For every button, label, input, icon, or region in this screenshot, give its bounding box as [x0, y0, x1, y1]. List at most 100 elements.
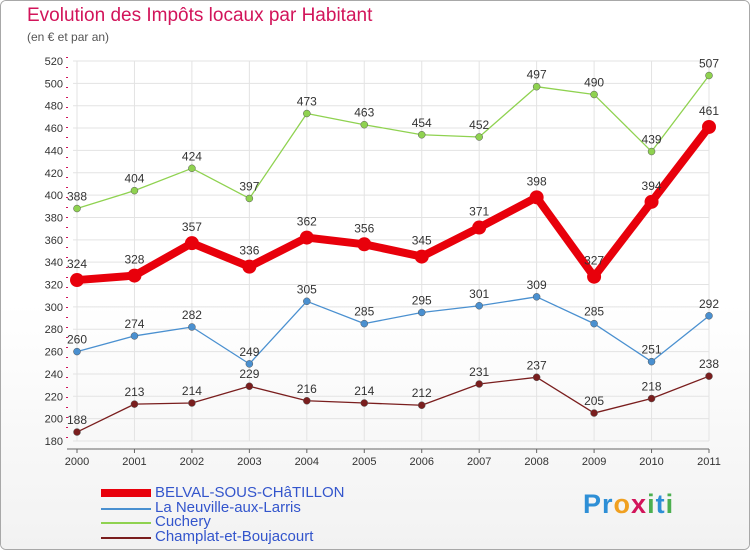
data-label: 357: [182, 220, 202, 234]
legend-swatch: [101, 522, 151, 524]
y-tick-label: 340: [45, 257, 63, 269]
data-point: [130, 332, 139, 340]
logo-letter: i: [647, 489, 656, 519]
data-label: 205: [584, 394, 604, 408]
series-line: [76, 74, 710, 210]
data-point: [532, 293, 541, 301]
data-point: [414, 249, 429, 264]
data-point: [705, 71, 713, 80]
logo-letter: P: [583, 489, 603, 519]
legend-swatch: [101, 489, 151, 497]
data-point: [73, 428, 81, 436]
data-point: [417, 131, 426, 139]
data-label: 249: [239, 345, 259, 359]
data-point: [303, 297, 311, 306]
data-label: 497: [527, 68, 547, 82]
data-point: [472, 220, 487, 235]
data-point: [303, 397, 311, 405]
y-tick-label: 220: [45, 391, 63, 403]
data-label: 218: [642, 380, 662, 394]
y-tick-label: 420: [45, 168, 63, 180]
x-tick-label: 2007: [467, 456, 491, 468]
data-point: [475, 380, 483, 388]
data-label: 214: [354, 384, 374, 398]
data-point: [130, 186, 139, 195]
data-label: 461: [699, 104, 719, 118]
data-point: [587, 269, 602, 284]
data-point: [245, 360, 254, 368]
y-tick-label: 200: [45, 414, 63, 426]
data-point: [360, 399, 369, 407]
legend-label: La Neuville-aux-Larris: [155, 499, 301, 516]
x-tick-label: 2006: [409, 456, 433, 468]
series-line: [73, 122, 713, 285]
data-point: [188, 164, 196, 173]
chart-title: Evolution des Impôts locaux par Habitant: [27, 5, 373, 26]
legend-label: Champlat-et-Boujacourt: [155, 528, 314, 545]
data-point: [647, 357, 656, 366]
chart-subtitle: (en € et par an): [27, 30, 110, 44]
data-label: 371: [469, 205, 489, 219]
y-tick-label: 520: [45, 56, 63, 68]
data-point: [532, 82, 541, 91]
data-label: 274: [124, 317, 144, 331]
y-tick-label: 460: [45, 123, 63, 135]
proxiti-logo: Proxiti: [583, 489, 674, 520]
logo-letter: t: [655, 489, 666, 519]
y-tick-label: 320: [45, 280, 63, 292]
x-tick-label: 2008: [524, 456, 548, 468]
data-label: 295: [412, 293, 432, 307]
data-label: 394: [642, 179, 662, 193]
data-label: 397: [239, 179, 259, 193]
data-point: [245, 382, 254, 390]
data-label: 282: [182, 308, 202, 322]
data-label: 345: [412, 234, 432, 248]
data-point: [532, 373, 541, 382]
data-point: [357, 237, 372, 252]
data-point: [705, 372, 713, 380]
data-point: [360, 319, 369, 328]
data-label: 231: [469, 365, 489, 379]
data-label: 336: [239, 244, 259, 258]
y-tick-label: 360: [45, 235, 63, 247]
data-point: [303, 109, 311, 118]
legend-swatch: [101, 537, 151, 539]
grid-lines: [73, 60, 710, 442]
data-label: 388: [67, 190, 87, 204]
data-label: 362: [297, 215, 317, 229]
data-label: 424: [182, 149, 202, 163]
data-label: 507: [699, 57, 719, 71]
data-label: 309: [527, 278, 547, 292]
series-line: [76, 375, 710, 433]
data-point: [73, 204, 81, 213]
data-label: 454: [412, 116, 432, 130]
data-point: [529, 190, 544, 205]
y-tick-label: 180: [45, 436, 63, 448]
data-point: [647, 394, 656, 403]
data-point: [360, 120, 369, 129]
x-tick-label: 2004: [295, 456, 319, 468]
data-label: 305: [297, 282, 317, 296]
data-label: 463: [354, 106, 374, 120]
data-point: [590, 319, 598, 328]
data-point: [417, 308, 426, 317]
y-tick-label: 300: [45, 302, 63, 314]
y-tick-label: 480: [45, 101, 63, 113]
data-label: 251: [642, 343, 662, 357]
data-label: 490: [584, 76, 604, 90]
series-line: [76, 296, 710, 365]
data-label: 328: [124, 253, 144, 267]
data-point: [184, 236, 199, 251]
data-label: 292: [699, 297, 719, 311]
data-label: 327: [584, 254, 604, 268]
data-label: 213: [124, 385, 144, 399]
x-tick-label: 2000: [65, 456, 89, 468]
legend-label: BELVAL-SOUS-CHâTILLON: [155, 484, 345, 501]
series-lines: [70, 71, 716, 436]
y-tick-label: 380: [45, 212, 63, 224]
y-tick-label: 400: [45, 190, 63, 202]
data-point: [475, 133, 483, 141]
data-label: 324: [67, 257, 87, 271]
